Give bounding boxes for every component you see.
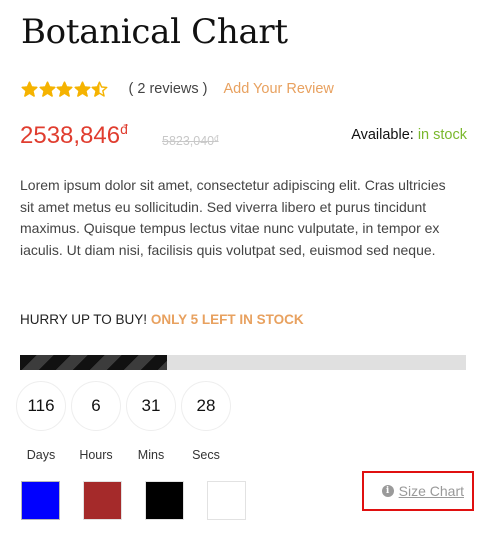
countdown-mins: 31 Mins: [126, 381, 176, 462]
countdown-value: 31: [126, 381, 176, 431]
availability-label: Available:: [351, 127, 414, 143]
availability: Available: in stock: [351, 127, 467, 143]
old-price: 5823,040đ: [162, 134, 219, 148]
swatch-red[interactable]: [83, 481, 122, 520]
star-icon: [91, 81, 108, 98]
swatch-blue[interactable]: [21, 481, 60, 520]
availability-status: in stock: [417, 127, 467, 143]
star-rating: [21, 81, 109, 98]
countdown-label: Days: [26, 448, 56, 462]
old-price-value: 5823,040: [162, 134, 215, 148]
countdown-timer: 116 Days 6 Hours 31 Mins 28 Secs: [16, 381, 236, 462]
price-value: 2538,846: [20, 122, 121, 149]
star-icon: [56, 81, 73, 98]
countdown-label: Mins: [137, 448, 165, 462]
old-price-currency: đ: [214, 134, 219, 143]
countdown-value: 6: [71, 381, 121, 431]
swatch-black[interactable]: [145, 481, 184, 520]
info-icon: i: [381, 485, 394, 497]
countdown-value: 28: [181, 381, 231, 431]
add-review-link[interactable]: Add Your Review: [223, 81, 334, 97]
product-title: Botanical Chart: [21, 12, 288, 52]
star-icon: [39, 81, 56, 98]
rating-row: ( 2 reviews ) Add Your Review: [21, 78, 334, 100]
size-chart-link[interactable]: i Size Chart: [362, 471, 474, 511]
current-price: 2538,846đ: [20, 121, 128, 150]
countdown-value: 116: [16, 381, 66, 431]
color-swatches: [21, 481, 269, 520]
star-icon: [21, 81, 38, 98]
stock-progress-bar: [20, 355, 466, 370]
product-description: Lorem ipsum dolor sit amet, consectetur …: [20, 177, 446, 258]
swatch-white[interactable]: [207, 481, 246, 520]
size-chart-label[interactable]: Size Chart: [398, 483, 464, 499]
stock-left-text: ONLY 5 LEFT IN STOCK: [150, 312, 304, 327]
stock-notice: HURRY UP TO BUY! ONLY 5 LEFT IN STOCK: [20, 312, 304, 327]
countdown-secs: 28 Secs: [181, 381, 231, 462]
countdown-days: 116 Days: [16, 381, 66, 462]
countdown-hours: 6 Hours: [71, 381, 121, 462]
price-currency: đ: [120, 121, 128, 137]
hurry-text: HURRY UP TO BUY!: [20, 312, 148, 327]
countdown-label: Hours: [79, 448, 113, 462]
countdown-label: Secs: [192, 448, 220, 462]
stock-progress-fill: [20, 355, 168, 370]
reviews-count: ( 2 reviews ): [128, 81, 208, 97]
star-icon: [74, 81, 91, 98]
